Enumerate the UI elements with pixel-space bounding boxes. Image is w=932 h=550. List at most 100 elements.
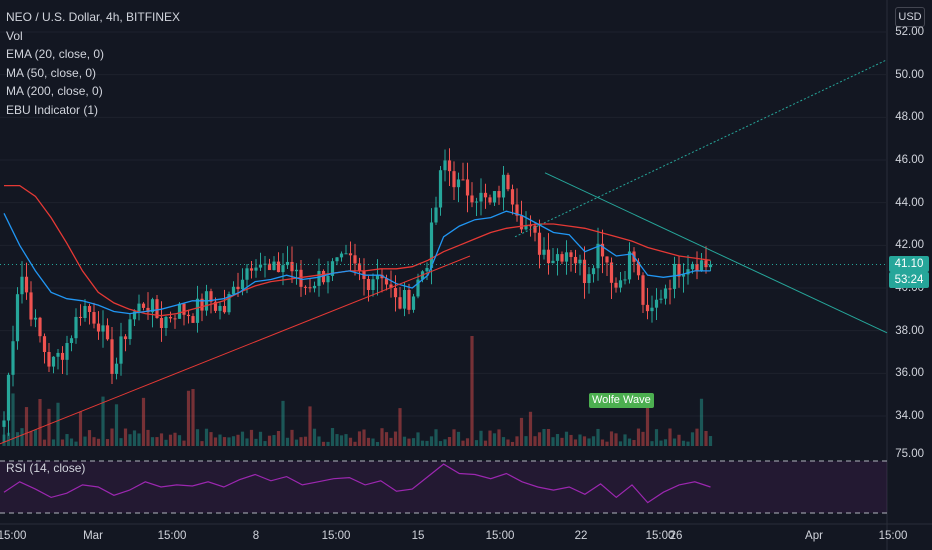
volume-bar bbox=[569, 434, 573, 446]
candle-body bbox=[398, 297, 402, 309]
symbol-title[interactable]: NEO / U.S. Dollar, 4h, BITFINEX bbox=[6, 10, 181, 24]
volume-bar bbox=[587, 438, 591, 446]
price-tick-label: 44.00 bbox=[895, 196, 924, 209]
volume-bar bbox=[600, 439, 605, 446]
volume-bar bbox=[357, 431, 362, 446]
volume-bar bbox=[11, 393, 15, 446]
candle-body bbox=[74, 316, 78, 339]
candle-body bbox=[308, 287, 312, 289]
volume-bar bbox=[222, 437, 227, 446]
candle-body bbox=[56, 352, 60, 357]
candle-body bbox=[479, 192, 483, 202]
volume-bar bbox=[344, 434, 348, 446]
candle-body bbox=[87, 306, 92, 313]
candle-body bbox=[578, 259, 582, 264]
volume-bar bbox=[578, 434, 582, 446]
time-tick-label: 22 bbox=[574, 530, 588, 542]
candle-body bbox=[119, 336, 123, 364]
volume-bar bbox=[663, 439, 668, 446]
volume-bar bbox=[668, 428, 672, 446]
candle-body bbox=[407, 290, 411, 310]
candle-body bbox=[389, 284, 393, 288]
volume-bar bbox=[155, 437, 159, 446]
volume-bar bbox=[276, 430, 281, 446]
candle-body bbox=[654, 299, 659, 308]
candle-body bbox=[24, 276, 29, 293]
volume-bar bbox=[60, 439, 65, 446]
ma50-indicator-label[interactable]: MA (50, close, 0) bbox=[6, 65, 97, 80]
candle-body bbox=[263, 263, 267, 265]
volume-bar bbox=[573, 439, 578, 446]
last-price-tag: 41.10 bbox=[889, 256, 929, 272]
candle-body bbox=[321, 270, 326, 283]
volume-bar bbox=[330, 428, 335, 446]
volume-bar bbox=[681, 440, 686, 446]
volume-bar bbox=[78, 411, 83, 446]
volume-bar bbox=[87, 430, 92, 446]
volume-bar bbox=[641, 431, 645, 446]
candle-body bbox=[6, 374, 11, 421]
volume-bar bbox=[609, 431, 614, 446]
volume-bar bbox=[200, 441, 204, 446]
volume-bar bbox=[159, 433, 164, 446]
candle-body bbox=[461, 179, 465, 181]
volume-bar bbox=[366, 437, 371, 446]
wolfe-wave-line bbox=[544, 172, 888, 334]
time-tick-label: 26 bbox=[669, 530, 683, 542]
volume-bar bbox=[146, 429, 150, 446]
candle-body bbox=[551, 260, 555, 264]
volume-bar bbox=[690, 432, 695, 446]
rising-trendline bbox=[0, 255, 471, 445]
ebu-indicator-label[interactable]: EBU Indicator (1) bbox=[6, 102, 99, 117]
candle-body bbox=[434, 207, 438, 223]
candle-body bbox=[33, 317, 38, 320]
volume-bar bbox=[114, 404, 119, 446]
candle-body bbox=[96, 323, 101, 332]
vol-indicator-label[interactable]: Vol bbox=[6, 28, 23, 43]
candle-body bbox=[330, 261, 335, 276]
volume-bar bbox=[623, 434, 627, 446]
candle-body bbox=[60, 352, 65, 360]
volume-bar bbox=[335, 434, 339, 446]
time-tick-label: 15 bbox=[411, 530, 425, 542]
candle-body bbox=[470, 195, 474, 203]
candle-body bbox=[47, 351, 51, 367]
volume-bar bbox=[510, 441, 515, 446]
volume-bar bbox=[272, 435, 276, 446]
candle-body bbox=[231, 286, 236, 295]
candle-body bbox=[447, 160, 452, 172]
volume-bar bbox=[447, 437, 452, 446]
wolfe-wave-label[interactable]: Wolfe Wave bbox=[589, 393, 654, 408]
volume-bar bbox=[560, 437, 564, 446]
volume-bar bbox=[258, 431, 263, 446]
volume-bar bbox=[24, 407, 29, 446]
volume-bar bbox=[186, 390, 191, 446]
volume-bar bbox=[407, 438, 411, 446]
volume-bar bbox=[20, 428, 24, 446]
rsi-indicator-label[interactable]: RSI (14, close) bbox=[6, 461, 86, 475]
volume-bar bbox=[42, 439, 47, 446]
volume-bar bbox=[33, 429, 38, 446]
time-tick-label: 15:00 bbox=[321, 530, 351, 542]
volume-bar bbox=[69, 438, 74, 446]
volume-bar bbox=[195, 429, 200, 446]
candle-body bbox=[209, 291, 213, 302]
volume-bar bbox=[591, 436, 596, 446]
ema-indicator-label[interactable]: EMA (20, close, 0) bbox=[6, 47, 105, 61]
candle-body bbox=[668, 288, 672, 290]
ma200-indicator-label[interactable]: MA (200, close, 0) bbox=[6, 84, 103, 98]
volume-bar bbox=[267, 435, 272, 446]
candle-body bbox=[159, 317, 164, 329]
candle-body bbox=[695, 263, 699, 271]
volume-bar bbox=[294, 439, 299, 446]
candle-body bbox=[614, 282, 618, 288]
currency-button[interactable]: USD bbox=[895, 7, 925, 27]
candle-body bbox=[20, 276, 24, 295]
candle-body bbox=[452, 171, 456, 188]
volume-bar bbox=[150, 437, 155, 446]
price-tick-label: 52.00 bbox=[895, 26, 924, 38]
candle-body bbox=[114, 363, 119, 374]
volume-bar bbox=[542, 428, 546, 446]
